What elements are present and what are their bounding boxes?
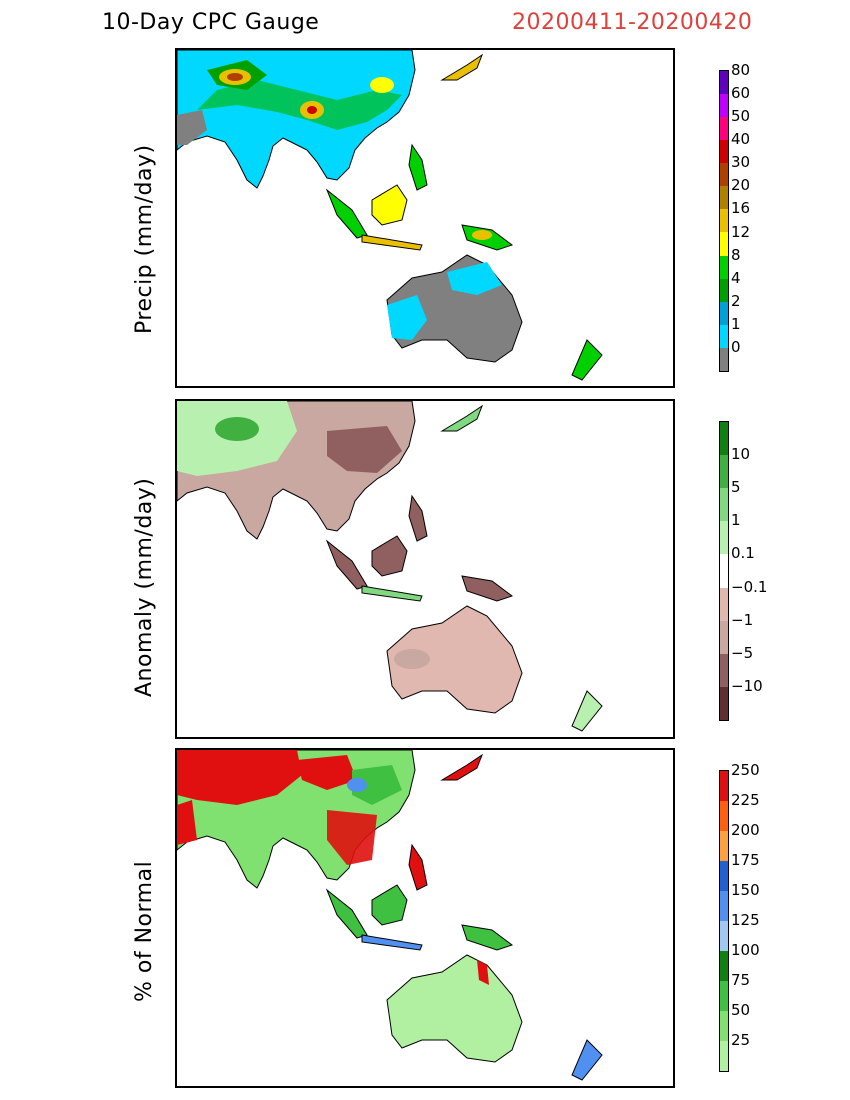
colorbar-segment (720, 1011, 728, 1041)
colorbar-segment (720, 981, 728, 1011)
colorbar-segment (720, 488, 728, 522)
colorbar-tick-label: 40 (731, 130, 751, 149)
colorbar-tick-label: 20 (731, 176, 751, 195)
colorbar-tick-label: 175 (731, 851, 760, 869)
colorbar-segment (720, 951, 728, 981)
percent-map (175, 748, 675, 1088)
colorbar-segment (720, 587, 728, 621)
colorbar-segment (720, 163, 728, 187)
colorbar-tick-label: −5 (731, 643, 754, 662)
colorbar-segment (720, 801, 728, 831)
colorbar-tick-label: 60 (731, 84, 751, 103)
colorbar-tick-label: 10 (731, 445, 751, 464)
precip-map (175, 48, 675, 388)
anomaly-map (175, 399, 675, 739)
colorbar-segment (720, 209, 728, 233)
colorbar-segment (720, 186, 728, 210)
colorbar-tick-label: 75 (731, 971, 751, 989)
colorbar-segment (720, 653, 728, 687)
anomaly-colorbar (719, 421, 729, 721)
colorbar-segment (720, 347, 728, 371)
colorbar-segment (720, 1041, 728, 1071)
colorbar-tick-label: 50 (731, 107, 751, 126)
colorbar-segment (720, 554, 728, 588)
colorbar-segment (720, 140, 728, 164)
colorbar-segment (720, 301, 728, 325)
colorbar-tick-label: 12 (731, 222, 751, 241)
colorbar-segment (720, 117, 728, 141)
colorbar-tick-label: −10 (731, 676, 763, 695)
colorbar-tick-label: 125 (731, 911, 760, 929)
colorbar-tick-label: 0 (731, 337, 741, 356)
colorbar-tick-label: 150 (731, 881, 760, 899)
colorbar-tick-label: 16 (731, 199, 751, 218)
colorbar-segment (720, 455, 728, 489)
colorbar-segment (720, 771, 728, 801)
colorbar-segment (720, 891, 728, 921)
colorbar-tick-label: 25 (731, 1031, 751, 1049)
colorbar-segment (720, 324, 728, 348)
precip-axis-label: Precip (mm/day) (132, 144, 157, 334)
colorbar-segment (720, 831, 728, 861)
colorbar-segment (720, 278, 728, 302)
colorbar-tick-label: 30 (731, 153, 751, 172)
colorbar-tick-label: −1 (731, 610, 754, 629)
colorbar-segment (720, 255, 728, 279)
colorbar-tick-label: 225 (731, 791, 760, 809)
colorbar-tick-label: 0.1 (731, 544, 755, 563)
colorbar-tick-label: 250 (731, 761, 760, 779)
percent-map-image (177, 750, 603, 1081)
colorbar-tick-label: 5 (731, 478, 741, 497)
colorbar-segment (720, 620, 728, 654)
colorbar-segment (720, 686, 728, 720)
title: 10-Day CPC Gauge (102, 10, 320, 35)
colorbar-segment (720, 422, 728, 456)
colorbar-tick-label: 1 (731, 314, 741, 333)
colorbar-tick-label: 200 (731, 821, 760, 839)
colorbar-segment (720, 521, 728, 555)
colorbar-segment (720, 71, 728, 95)
colorbar-tick-label: 4 (731, 268, 741, 287)
colorbar-tick-label: 8 (731, 245, 741, 264)
colorbar-tick-label: 1 (731, 511, 741, 530)
precip-colorbar (719, 70, 729, 372)
colorbar-tick-label: 2 (731, 291, 741, 310)
colorbar-segment (720, 921, 728, 951)
colorbar-segment (720, 861, 728, 891)
percent-colorbar (719, 770, 729, 1072)
colorbar-tick-label: 50 (731, 1001, 751, 1019)
anomaly-axis-label: Anomaly (mm/day) (132, 477, 157, 697)
precip-map-image (177, 50, 603, 381)
anomaly-map-image (177, 401, 603, 732)
colorbar-tick-label: 80 (731, 61, 751, 79)
colorbar-tick-label: 100 (731, 941, 760, 959)
percent-axis-label: % of Normal (132, 860, 157, 1002)
date-range: 20200411-20200420 (512, 10, 753, 35)
colorbar-segment (720, 232, 728, 256)
colorbar-tick-label: −0.1 (731, 577, 768, 596)
colorbar-segment (720, 94, 728, 118)
